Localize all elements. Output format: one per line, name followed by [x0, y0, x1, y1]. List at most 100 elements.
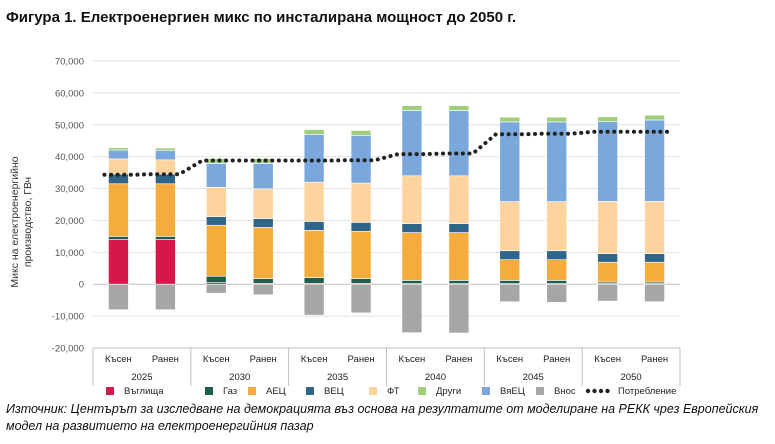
legend-label: Други — [436, 386, 461, 397]
bar-segment — [546, 283, 568, 303]
y-axis-label-line2: производство, ГВч — [22, 177, 34, 267]
bar-segment — [401, 232, 423, 281]
bar-segment — [499, 201, 521, 252]
bar-segment — [499, 116, 521, 123]
x-tick-label: Ранен — [152, 354, 179, 365]
bar-segment — [350, 230, 372, 279]
bar-segment — [546, 201, 568, 252]
legend-line-marker — [592, 388, 597, 394]
bar-segment — [108, 283, 129, 311]
bar-segment — [205, 283, 227, 294]
bar-segment — [303, 283, 325, 316]
y-axis-label-line1: Микс на електроенергийно — [9, 156, 21, 287]
x-tick-label: Късен — [594, 354, 621, 365]
bar-segment — [108, 239, 129, 285]
bar-segment — [401, 283, 423, 333]
bar-segment — [644, 201, 665, 254]
bar-segment — [252, 283, 274, 296]
legend-label: ФТ — [387, 386, 400, 397]
gridlines — [93, 60, 680, 349]
bar-segment — [448, 223, 470, 233]
bar-segment — [155, 239, 176, 285]
bar-segment — [597, 253, 618, 263]
bar-segment — [448, 232, 470, 281]
bar-segment — [350, 130, 372, 136]
bar-segment — [546, 259, 568, 281]
y-tick-label: 10,000 — [55, 248, 84, 259]
bar-segment — [644, 261, 665, 283]
y-tick-label: 60,000 — [55, 88, 84, 99]
bar-segment — [205, 186, 227, 217]
x-tick-label: Късен — [496, 354, 523, 365]
legend-swatch — [536, 387, 544, 395]
bar-segment — [155, 149, 176, 161]
bar-segment — [499, 259, 521, 281]
legend-swatch — [306, 387, 314, 395]
x-year-label: 2045 — [523, 372, 544, 383]
bar-segment — [597, 283, 618, 302]
bar-segment — [350, 182, 372, 223]
bar-segment — [546, 280, 568, 284]
bar-segment — [401, 223, 423, 233]
bar-segment — [401, 280, 423, 284]
bar-segment — [205, 275, 227, 283]
bar-segment — [252, 163, 274, 190]
bar-segment — [108, 147, 129, 151]
y-tick-label: 30,000 — [55, 184, 84, 195]
bar-segment — [546, 116, 568, 123]
x-year-label: 2050 — [621, 372, 642, 383]
bar-segment — [499, 280, 521, 284]
x-tick-label: Ранен — [641, 354, 668, 365]
source-note: Източник: Центърът за изследване на демо… — [6, 402, 759, 433]
bar-segment — [597, 116, 618, 122]
consumption-line — [102, 129, 671, 177]
bar-segment — [448, 110, 470, 177]
bar-segment — [303, 277, 325, 284]
bar-segment — [644, 114, 665, 121]
legend-line-marker — [585, 388, 591, 394]
consumption-line-path — [102, 129, 671, 177]
legend-line-marker — [598, 388, 604, 394]
legend: Въглища Газ АЕЦ ВЕЦ ФТ Други ВяЕЦ Внос Потреблен… — [106, 386, 676, 397]
bar-segment — [155, 236, 176, 240]
legend-swatch — [418, 387, 426, 395]
bar-segment — [205, 216, 227, 226]
bar-segment — [401, 110, 423, 177]
bar-segment — [350, 135, 372, 184]
y-tick-label: -10,000 — [52, 312, 84, 323]
bar-segment — [644, 253, 665, 263]
bar-segment — [155, 283, 176, 311]
bar-segment — [448, 175, 470, 224]
bar-segment — [252, 218, 274, 228]
x-tick-label: Късен — [301, 354, 328, 365]
y-tick-label: -20,000 — [52, 344, 84, 355]
bar-segment — [252, 278, 274, 284]
legend-swatch — [482, 387, 490, 395]
legend-line-marker — [605, 388, 610, 394]
bar-segment — [205, 224, 227, 277]
bar-segment — [303, 134, 325, 183]
bar-segment — [205, 158, 227, 164]
bar-segment — [108, 183, 129, 237]
bar-segment — [597, 261, 618, 283]
bar-segment — [303, 221, 325, 231]
bar-segment — [350, 283, 372, 314]
x-axis: Късен Ранен Късен Ранен Късен Ранен Късен Ранен… — [92, 347, 681, 386]
legend-swatch — [248, 387, 256, 395]
legend-label: Внос — [554, 386, 576, 397]
y-tick-label: 20,000 — [55, 216, 84, 227]
x-tick-label: Ранен — [250, 354, 277, 365]
bar-segment — [401, 175, 423, 224]
bars — [108, 105, 665, 334]
legend-label: АЕЦ — [266, 386, 286, 397]
bar-segment — [448, 105, 470, 111]
bar-segment — [448, 283, 470, 334]
y-tick-label: 70,000 — [55, 57, 84, 68]
bar-segment — [499, 250, 521, 260]
bar-segment — [546, 250, 568, 260]
x-tick-label: Ранен — [445, 354, 472, 365]
bar-segment — [252, 188, 274, 219]
bar-segment — [448, 280, 470, 284]
y-axis-label: Микс на електроенергийно производство, Г… — [9, 156, 34, 287]
bar-segment — [499, 283, 521, 303]
